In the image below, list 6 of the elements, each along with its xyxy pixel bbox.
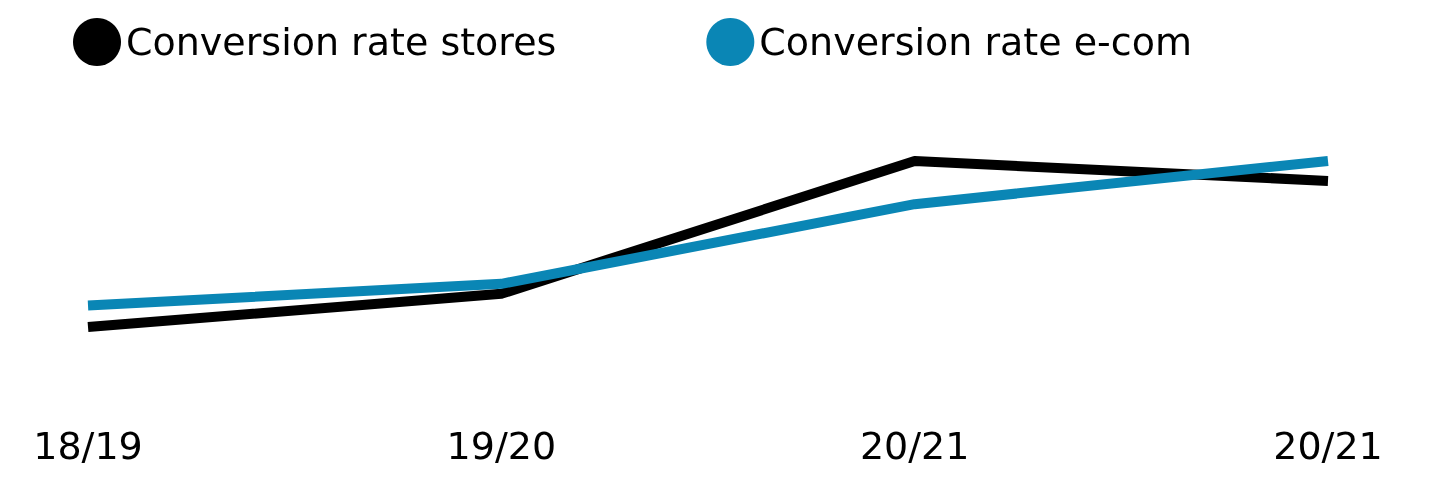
x-tick-label: 20/21 xyxy=(859,424,970,468)
legend-label: Conversion rate e-com xyxy=(759,20,1192,64)
x-tick-label: 20/21 xyxy=(1273,424,1383,468)
legend-label: Conversion rate stores xyxy=(126,20,557,64)
x-tick-label: 19/20 xyxy=(446,424,557,468)
x-tick-label: 18/19 xyxy=(33,424,143,468)
